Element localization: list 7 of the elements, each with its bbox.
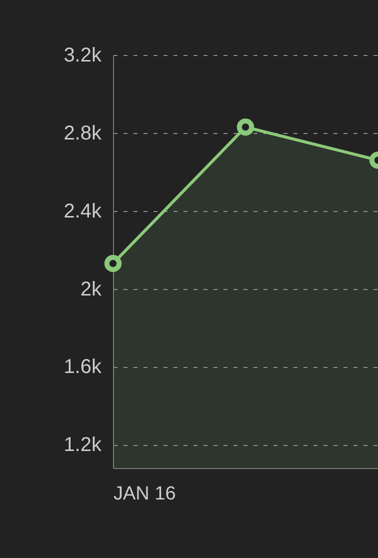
y-tick-label: 1.2k [64,434,102,456]
y-tick-label: 3.2k [64,44,102,66]
x-tick-label: JAN 16 [114,484,176,504]
y-tick-label: 2k [80,278,102,300]
y-tick-label: 2.8k [64,122,102,144]
y-tick-label: 1.6k [64,356,102,378]
y-tick-label: 2.4k [64,200,102,222]
